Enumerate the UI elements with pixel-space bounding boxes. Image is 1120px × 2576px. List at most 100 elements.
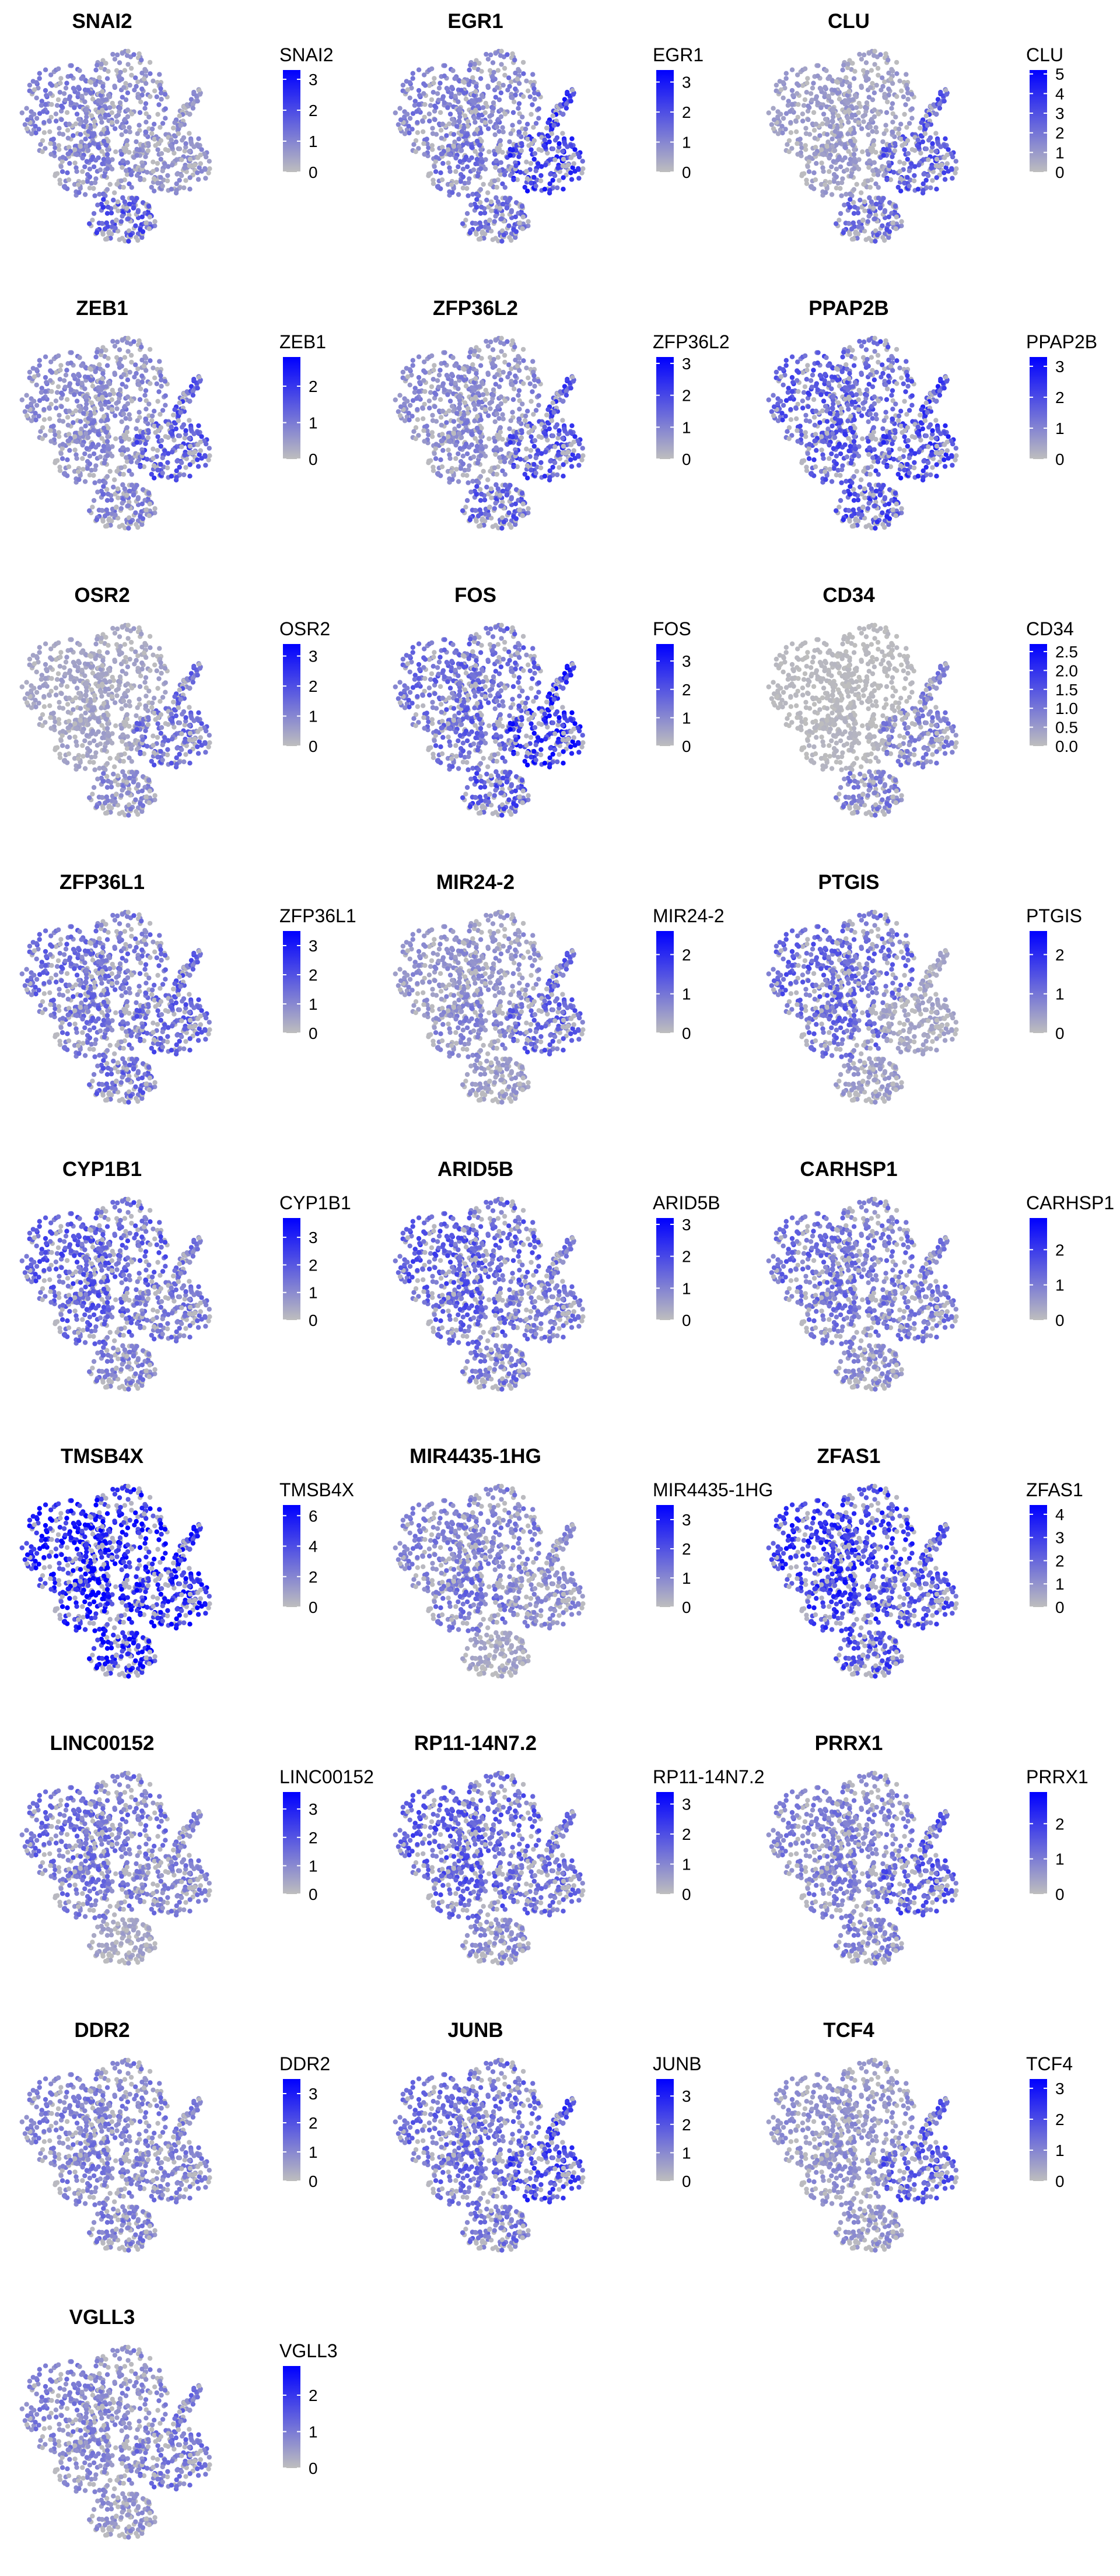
cell-point bbox=[516, 129, 522, 135]
cell-point bbox=[530, 72, 536, 77]
cell-point bbox=[88, 377, 93, 383]
cell-point bbox=[101, 197, 106, 202]
cell-point bbox=[549, 131, 555, 136]
cell-point bbox=[106, 204, 111, 210]
cell-point bbox=[472, 348, 478, 354]
cell-point bbox=[148, 358, 153, 363]
cell-point bbox=[100, 205, 106, 210]
cell-point bbox=[538, 465, 544, 471]
cell-point bbox=[58, 368, 63, 373]
cell-point bbox=[897, 78, 902, 83]
cell-point bbox=[478, 453, 484, 459]
cell-point bbox=[102, 513, 108, 519]
cell-point bbox=[120, 501, 125, 506]
cell-point bbox=[74, 398, 80, 404]
cell-point bbox=[125, 62, 131, 67]
cell-point bbox=[539, 435, 544, 440]
cell-point bbox=[195, 457, 200, 463]
cell-point bbox=[436, 384, 441, 390]
cell-point bbox=[571, 152, 576, 158]
cell-point bbox=[166, 164, 171, 169]
cell-point bbox=[866, 164, 872, 170]
cell-point bbox=[107, 181, 113, 187]
cell-point bbox=[459, 435, 464, 440]
cell-point bbox=[54, 118, 59, 124]
cell-point bbox=[456, 136, 461, 142]
cell-point bbox=[140, 516, 146, 522]
cell-point bbox=[797, 424, 803, 429]
cell-point bbox=[206, 159, 212, 164]
cell-point bbox=[560, 149, 565, 154]
cell-point bbox=[82, 479, 88, 484]
cell-point bbox=[464, 164, 470, 170]
cell-point bbox=[500, 488, 506, 494]
cell-point bbox=[402, 131, 408, 136]
cell-point bbox=[804, 177, 809, 183]
cell-point bbox=[163, 106, 168, 111]
cell-point bbox=[881, 146, 886, 152]
cell-point bbox=[157, 359, 162, 364]
cell-point bbox=[454, 124, 460, 129]
cell-point bbox=[104, 220, 109, 226]
cell-point bbox=[526, 430, 531, 435]
cell-point bbox=[872, 160, 877, 165]
cell-point bbox=[135, 496, 141, 502]
cell-point bbox=[104, 200, 110, 205]
cell-point bbox=[508, 131, 513, 136]
cell-point bbox=[490, 524, 495, 529]
cell-point bbox=[183, 145, 188, 150]
cell-point bbox=[523, 413, 528, 419]
cell-point bbox=[106, 356, 111, 361]
cell-point bbox=[872, 62, 877, 67]
cell-point bbox=[107, 105, 113, 110]
cell-point bbox=[498, 138, 503, 144]
cell-point bbox=[80, 442, 85, 448]
cell-point bbox=[542, 474, 548, 479]
cell-point bbox=[528, 434, 534, 439]
cell-point bbox=[27, 82, 33, 88]
cell-point bbox=[450, 477, 455, 482]
cell-point bbox=[478, 439, 484, 444]
cell-point bbox=[475, 460, 480, 466]
cell-point bbox=[494, 471, 499, 477]
cell-point bbox=[158, 461, 163, 467]
cell-point bbox=[850, 61, 855, 66]
cell-point bbox=[934, 187, 939, 192]
cell-point bbox=[449, 469, 454, 474]
cell-point bbox=[886, 86, 891, 92]
cell-point bbox=[162, 161, 167, 166]
cell-point bbox=[880, 83, 886, 89]
cell-point bbox=[564, 393, 569, 398]
cell-point bbox=[465, 132, 470, 138]
cell-point bbox=[478, 434, 484, 439]
cell-point bbox=[933, 131, 939, 136]
cell-point bbox=[153, 430, 158, 435]
cell-point bbox=[414, 396, 419, 401]
cell-point bbox=[407, 130, 412, 136]
cell-point bbox=[53, 83, 59, 88]
cell-point bbox=[495, 68, 501, 73]
cell-point bbox=[188, 426, 194, 432]
cell-point bbox=[82, 164, 88, 170]
cell-point bbox=[571, 161, 576, 166]
cell-point bbox=[542, 187, 548, 192]
cell-point bbox=[128, 352, 134, 358]
cell-point bbox=[106, 93, 111, 98]
cell-point bbox=[513, 358, 518, 363]
cell-point bbox=[519, 491, 525, 496]
cell-point bbox=[138, 177, 143, 183]
cell-point bbox=[64, 368, 69, 373]
cell-point bbox=[821, 152, 827, 158]
cell-point bbox=[485, 190, 491, 195]
cell-point bbox=[19, 110, 24, 116]
cell-point bbox=[560, 163, 566, 169]
cell-point bbox=[146, 204, 152, 209]
cell-point bbox=[811, 397, 817, 402]
cell-point bbox=[78, 132, 83, 137]
cell-point bbox=[62, 384, 68, 390]
cell-point bbox=[120, 382, 125, 387]
cell-point bbox=[120, 214, 125, 219]
cell-point bbox=[840, 67, 845, 73]
cell-point bbox=[484, 338, 489, 344]
cell-point bbox=[100, 508, 105, 513]
